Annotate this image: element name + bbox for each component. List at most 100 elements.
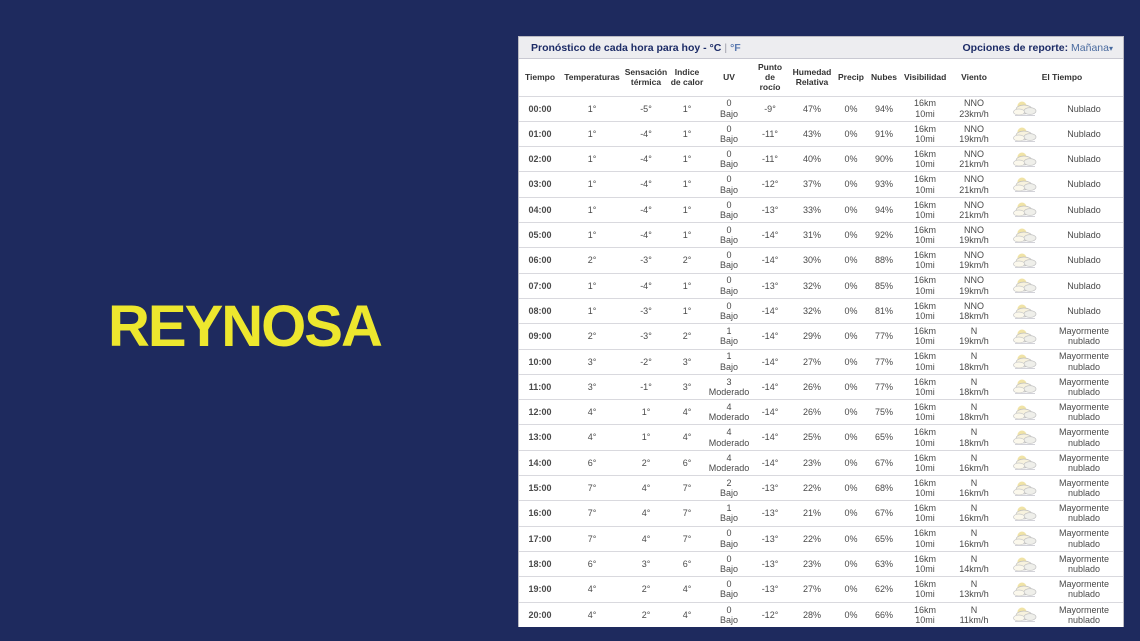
feels-like-cell: 4° xyxy=(623,500,669,527)
table-row: 20:00 4° 2° 4° 0 Bajo -12° 28% 0% 66% 16km 10mi N 11k… xyxy=(519,601,1123,628)
feels-like-cell: -4° xyxy=(623,196,669,223)
feels-like-cell: 1° xyxy=(623,399,669,425)
feels-like-cell: 4° xyxy=(623,525,669,552)
time-cell: 19:00 xyxy=(519,576,561,602)
table-row: 15:00 7° 4° 7° 2 Bajo -13° 22% 0% 68% 16km 10mi N 16k… xyxy=(519,475,1123,501)
weather-condition-cell: Mayormente nublado xyxy=(1001,576,1123,602)
temperature-cell: 4° xyxy=(561,576,623,602)
heat-index-cell: 3° xyxy=(669,373,705,400)
time-cell: 09:00 xyxy=(519,323,561,350)
dew-point-cell: -13° xyxy=(753,272,787,299)
time-cell: 16:00 xyxy=(519,500,561,527)
time-cell: 08:00 xyxy=(519,297,561,324)
weather-condition-cell: Nublado xyxy=(1001,297,1123,324)
precip-cell: 0% xyxy=(837,550,865,577)
mostly-cloudy-icon xyxy=(1002,454,1048,471)
column-header-10: Viento xyxy=(947,59,1001,97)
weather-condition-label: Nublado xyxy=(1067,305,1101,316)
temperature-cell: 7° xyxy=(561,500,623,527)
weather-condition-cell: Nublado xyxy=(1001,222,1123,248)
visibility-cell: 16km 10mi xyxy=(903,272,947,299)
weather-condition-cell: Mayormente nublado xyxy=(1001,399,1123,425)
temperature-cell: 3° xyxy=(561,348,623,375)
wind-cell: N 16km/h xyxy=(947,475,1001,501)
wind-cell: N 18km/h xyxy=(947,424,1001,451)
uv-cell: 0 Bajo xyxy=(705,247,753,274)
weather-condition-label: Nublado xyxy=(1067,230,1101,241)
weather-condition-cell: Mayormente nublado xyxy=(1001,373,1123,400)
mostly-cloudy-icon xyxy=(1002,480,1048,497)
mostly-cloudy-icon xyxy=(1013,152,1037,167)
table-row: 19:00 4° 2° 4° 0 Bajo -13° 27% 0% 62% 16km 10mi N 13k… xyxy=(519,576,1123,602)
mostly-cloudy-icon xyxy=(1013,304,1037,319)
mostly-cloudy-icon xyxy=(1002,227,1048,244)
uv-cell: 1 Bajo xyxy=(705,500,753,527)
wind-cell: N 18km/h xyxy=(947,348,1001,375)
weather-condition-cell: Nublado xyxy=(1001,120,1123,147)
heat-index-cell: 7° xyxy=(669,525,705,552)
wind-cell: NNO 21km/h xyxy=(947,196,1001,223)
temperature-cell: 1° xyxy=(561,272,623,299)
visibility-cell: 16km 10mi xyxy=(903,323,947,350)
feels-like-cell: -4° xyxy=(623,171,669,198)
time-cell: 04:00 xyxy=(519,196,561,223)
mostly-cloudy-icon xyxy=(1013,177,1037,193)
temperature-cell: 1° xyxy=(561,120,623,147)
clouds-cell: 67% xyxy=(865,449,903,476)
humidity-cell: 28% xyxy=(787,601,837,628)
mostly-cloudy-icon xyxy=(1002,328,1048,345)
weather-condition-label: Mayormente nublado xyxy=(1058,401,1110,423)
weather-condition-label: Mayormente nublado xyxy=(1058,604,1110,625)
fahrenheit-toggle-link[interactable]: °F xyxy=(730,41,741,54)
uv-cell: 0 Bajo xyxy=(705,601,753,628)
visibility-cell: 16km 10mi xyxy=(903,475,947,501)
heat-index-cell: 2° xyxy=(669,323,705,350)
report-options-dropdown[interactable]: Mañana▾ xyxy=(1071,41,1113,54)
heat-index-cell: 7° xyxy=(669,475,705,501)
precip-cell: 0% xyxy=(837,399,865,425)
dew-point-cell: -14° xyxy=(753,222,787,248)
precip-cell: 0% xyxy=(837,323,865,350)
visibility-cell: 16km 10mi xyxy=(903,171,947,198)
time-cell: 11:00 xyxy=(519,373,561,400)
temperature-cell: 6° xyxy=(561,449,623,476)
mostly-cloudy-icon xyxy=(1013,405,1037,420)
heat-index-cell: 1° xyxy=(669,222,705,248)
feels-like-cell: 2° xyxy=(623,601,669,628)
table-row: 02:00 1° -4° 1° 0 Bajo -11° 40% 0% 90% 16km 10mi NNO… xyxy=(519,146,1123,172)
feels-like-cell: -4° xyxy=(623,222,669,248)
visibility-cell: 16km 10mi xyxy=(903,247,947,274)
feels-like-cell: -5° xyxy=(623,95,669,122)
mostly-cloudy-icon xyxy=(1013,354,1037,370)
time-cell: 01:00 xyxy=(519,120,561,147)
temperature-cell: 4° xyxy=(561,399,623,425)
panel-header: Pronóstico de cada hora para hoy - °C | °F… xyxy=(519,37,1123,59)
weather-condition-label: Mayormente nublado xyxy=(1058,579,1110,600)
humidity-cell: 23% xyxy=(787,449,837,476)
clouds-cell: 92% xyxy=(865,222,903,248)
humidity-cell: 29% xyxy=(787,323,837,350)
wind-cell: NNO 21km/h xyxy=(947,146,1001,172)
dew-point-cell: -11° xyxy=(753,120,787,147)
dew-point-cell: -9° xyxy=(753,95,787,122)
mostly-cloudy-icon xyxy=(1013,101,1037,117)
weather-condition-cell: Nublado xyxy=(1001,247,1123,274)
visibility-cell: 16km 10mi xyxy=(903,525,947,552)
wind-cell: N 11km/h xyxy=(947,601,1001,628)
wind-cell: N 19km/h xyxy=(947,323,1001,350)
mostly-cloudy-icon xyxy=(1002,201,1048,218)
table-row: 17:00 7° 4° 7° 0 Bajo -13° 22% 0% 65% 16km 10mi N 16k… xyxy=(519,525,1123,552)
clouds-cell: 77% xyxy=(865,323,903,350)
dew-point-cell: -13° xyxy=(753,475,787,501)
temperature-cell: 4° xyxy=(561,601,623,628)
wind-cell: NNO 21km/h xyxy=(947,171,1001,198)
time-cell: 00:00 xyxy=(519,95,561,122)
time-cell: 13:00 xyxy=(519,424,561,451)
table-row: 03:00 1° -4° 1° 0 Bajo -12° 37% 0% 93% 16km 10mi NNO… xyxy=(519,171,1123,198)
humidity-cell: 26% xyxy=(787,399,837,425)
time-cell: 02:00 xyxy=(519,146,561,172)
temperature-cell: 7° xyxy=(561,525,623,552)
humidity-cell: 25% xyxy=(787,424,837,451)
mostly-cloudy-icon xyxy=(1013,557,1037,572)
humidity-cell: 32% xyxy=(787,272,837,299)
